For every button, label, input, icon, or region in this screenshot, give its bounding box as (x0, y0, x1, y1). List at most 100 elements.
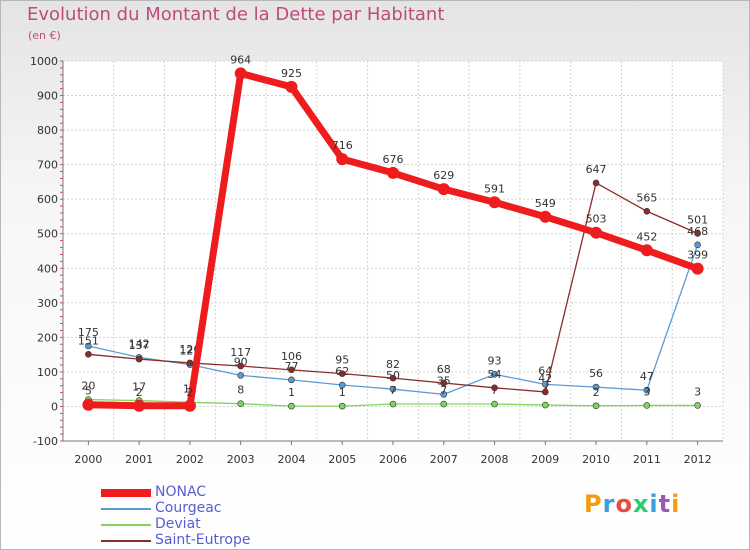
nonac-data-point (183, 399, 196, 412)
courgeac-data-point (85, 342, 92, 350)
courgeac-data-point (694, 241, 701, 249)
courgeac-data-label: 56 (589, 367, 603, 380)
legend-label: NONAC (155, 484, 207, 500)
deviat-data-label: 1 (288, 386, 295, 399)
saint-eutrope-data-point (389, 374, 397, 382)
saint-eutrope-data-point (237, 362, 244, 370)
logo-letter: r (602, 490, 616, 518)
saint-eutrope-data-label: 565 (636, 191, 657, 204)
courgeac-data-label: 175 (78, 326, 99, 339)
saint-eutrope-data-point (592, 179, 600, 187)
nonac-data-label: 452 (636, 230, 657, 243)
nonac-data-point (539, 210, 552, 223)
saint-eutrope-data-point (338, 370, 346, 377)
x-tick-label: 2000 (74, 453, 102, 466)
nonac-data-point (691, 262, 704, 275)
saint-eutrope-data-label: 117 (230, 346, 251, 359)
nonac-data-point (336, 153, 349, 166)
nonac-data-label: 549 (535, 197, 556, 210)
y-tick-label: 800 (37, 124, 58, 137)
courgeac-data-label: 47 (640, 370, 654, 383)
x-tick-label: 2003 (227, 453, 255, 466)
saint-eutrope-data-label: 54 (488, 368, 502, 381)
chart-title: Evolution du Montant de la Dette par Hab… (27, 4, 445, 25)
saint-eutrope-data-point (135, 355, 143, 363)
courgeac-data-label: 142 (129, 337, 150, 350)
saint-eutrope-data-point (542, 388, 549, 396)
courgeac-data-point (643, 386, 651, 394)
saint-eutrope-data-label: 151 (78, 334, 99, 347)
courgeac-data-point (592, 383, 600, 391)
courgeac-data-label: 90 (234, 355, 248, 368)
x-tick-label: 2011 (633, 453, 661, 466)
y-tick-label: 100 (37, 366, 58, 379)
proxiti-logo: Proxiti (584, 490, 680, 518)
saint-eutrope-data-point (491, 384, 498, 392)
y-tick-label: 600 (37, 193, 58, 206)
courgeac-data-label: 64 (538, 364, 552, 377)
deviat-data-label: 17 (132, 381, 146, 394)
legend-label: Deviat (155, 516, 201, 532)
logo-letter: P (584, 490, 603, 518)
nonac-data-label: 399 (687, 249, 708, 262)
nonac-data-point (133, 399, 146, 412)
legend-swatch (101, 489, 151, 497)
legend-swatch (101, 508, 151, 510)
y-tick-label: 300 (37, 297, 58, 310)
saint-eutrope-data-point (186, 359, 194, 367)
deviat-data-point (643, 402, 651, 409)
deviat-data-point (592, 402, 600, 410)
x-tick-label: 2010 (582, 453, 610, 466)
deviat-data-point (288, 402, 295, 410)
deviat-data-label: 8 (237, 384, 244, 397)
nonac-data-point (437, 183, 450, 196)
nonac-data-label: 964 (230, 53, 251, 66)
legend-label: Courgeac (155, 500, 222, 516)
saint-eutrope-data-label: 42 (538, 372, 552, 385)
saint-eutrope-data-label: 82 (386, 358, 400, 371)
logo-letter: o (615, 490, 633, 518)
y-tick-label: 1000 (30, 55, 58, 68)
saint-eutrope-data-label: 647 (586, 163, 607, 176)
saint-eutrope-data-label: 68 (437, 363, 451, 376)
legend-label: Saint-Eutrope (155, 532, 251, 548)
nonac-data-label: 591 (484, 182, 505, 195)
nonac-data-label: 5 (85, 385, 92, 398)
courgeac-data-label: 93 (488, 354, 502, 367)
saint-eutrope-data-label: 106 (281, 350, 302, 363)
y-tick-label: 700 (37, 159, 58, 172)
logo-letter: x (632, 490, 650, 518)
saint-eutrope-data-point (288, 366, 295, 374)
x-tick-label: 2005 (328, 453, 356, 466)
nonac-data-label: 2 (186, 386, 193, 399)
nonac-data-label: 503 (586, 213, 607, 226)
x-tick-label: 2007 (430, 453, 458, 466)
logo-letter: i (649, 490, 659, 518)
saint-eutrope-data-label: 95 (335, 354, 349, 367)
courgeac-data-point (237, 372, 244, 379)
x-tick-label: 2008 (481, 453, 509, 466)
nonac-data-label: 716 (332, 139, 353, 152)
nonac-data-label: 925 (281, 67, 302, 80)
nonac-data-label: 2 (136, 386, 143, 399)
y-tick-label: 500 (37, 228, 58, 241)
saint-eutrope-data-point (440, 379, 448, 387)
nonac-data-point (285, 80, 298, 93)
y-tick-label: 400 (37, 262, 58, 275)
saint-eutrope-data-label: 137 (129, 339, 150, 352)
nonac-data-point (640, 244, 653, 257)
y-tick-label: 200 (37, 331, 58, 344)
saint-eutrope-data-label: 501 (687, 213, 708, 226)
nonac-data-point (82, 398, 95, 411)
y-tick-label: -100 (33, 435, 58, 448)
deviat-data-label: 7 (390, 384, 397, 397)
courgeac-data-point (440, 391, 448, 398)
deviat-data-label: 7 (440, 384, 447, 397)
deviat-data-label: 3 (694, 385, 701, 398)
courgeac-data-point (338, 381, 346, 389)
deviat-data-point (440, 400, 448, 408)
nonac-data-label: 629 (433, 169, 454, 182)
deviat-data-point (389, 400, 397, 408)
x-tick-label: 2012 (684, 453, 712, 466)
